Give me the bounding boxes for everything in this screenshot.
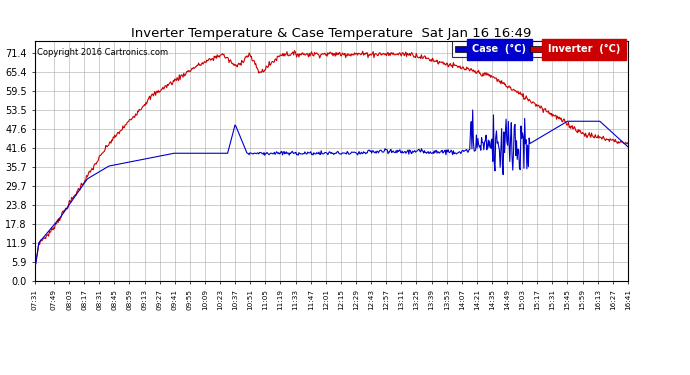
- Text: Copyright 2016 Cartronics.com: Copyright 2016 Cartronics.com: [37, 48, 168, 57]
- Title: Inverter Temperature & Case Temperature  Sat Jan 16 16:49: Inverter Temperature & Case Temperature …: [131, 27, 531, 40]
- Legend: Case  (°C), Inverter  (°C): Case (°C), Inverter (°C): [452, 41, 623, 57]
